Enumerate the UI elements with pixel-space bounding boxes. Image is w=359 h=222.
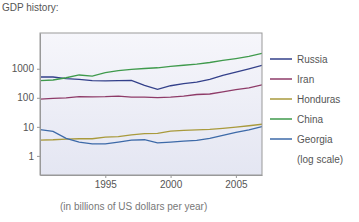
- legend-label: Russia: [297, 54, 328, 65]
- tick: 1995: [95, 175, 118, 190]
- series-line: [40, 124, 262, 140]
- legend: Russia Iran Honduras China Georgia: [270, 54, 340, 145]
- chart: GDP history: 1 10 100 1000 1995 2000 2005 Russia…: [0, 0, 359, 222]
- y-axis: 1 10 100 1000: [12, 34, 41, 176]
- tick-label: 2005: [225, 179, 248, 190]
- legend-label: Georgia: [297, 134, 333, 145]
- tick: 100: [17, 92, 40, 103]
- series-line: [40, 127, 262, 144]
- tick-label: 10: [23, 122, 35, 133]
- legend-swatch: [270, 78, 292, 80]
- annotation: (log scale): [297, 154, 343, 165]
- tick: 2000: [160, 175, 183, 190]
- title: GDP history:: [2, 2, 59, 13]
- plot-frame: [40, 33, 262, 175]
- series-line: [40, 85, 262, 99]
- tick-label: 1: [28, 151, 34, 162]
- legend-label: Iran: [297, 74, 314, 85]
- legend-swatch: [270, 58, 292, 60]
- tick: 10: [23, 122, 40, 133]
- tick-label: 2000: [160, 179, 183, 190]
- legend-swatch: [270, 118, 292, 120]
- legend-label: Honduras: [297, 94, 340, 105]
- tick-label: 1000: [12, 63, 35, 74]
- tick-label: 100: [17, 92, 34, 103]
- series-lines: [40, 53, 262, 144]
- legend-label: China: [297, 114, 324, 125]
- series-line: [40, 53, 262, 80]
- plot-background: [40, 33, 262, 175]
- series-line: [40, 65, 262, 89]
- legend-swatch: [270, 98, 292, 100]
- tick: 2005: [225, 175, 248, 190]
- axis-title: (in billions of US dollars per year): [60, 201, 207, 212]
- legend-swatch: [270, 138, 292, 140]
- tick: 1000: [12, 63, 40, 74]
- tick-label: 1995: [95, 179, 118, 190]
- tick: 1: [28, 151, 40, 162]
- x-axis: 1995 2000 2005: [41, 175, 263, 190]
